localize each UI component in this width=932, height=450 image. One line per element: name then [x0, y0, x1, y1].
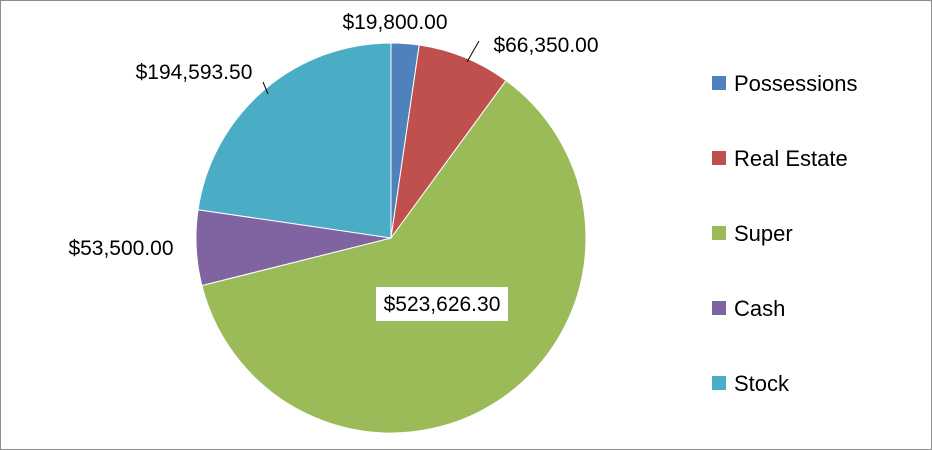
legend-label-cash: Cash — [734, 296, 785, 321]
leader-line-real-estate — [466, 40, 480, 63]
legend-label-real-estate: Real Estate — [734, 146, 848, 171]
legend-swatch-cash — [712, 301, 726, 315]
legend-label-possessions: Possessions — [734, 71, 858, 96]
legend-label-stock: Stock — [734, 371, 790, 396]
legend-swatch-stock — [712, 376, 726, 390]
legend-label-super: Super — [734, 221, 793, 246]
legend-swatch-super — [712, 226, 726, 240]
pie-slice-super — [201, 79, 587, 434]
data-label-box-super — [376, 287, 508, 321]
legend-swatch-possessions — [712, 76, 726, 90]
leader-line-stock — [262, 81, 269, 95]
pie-slice-real-estate — [390, 44, 507, 239]
data-label-real-estate: $66,350.00 — [493, 34, 598, 57]
data-label-stock: $194,593.50 — [136, 61, 253, 84]
legend-swatch-real-estate — [712, 151, 726, 165]
pie-slice-stock — [197, 42, 392, 239]
data-label-possessions: $19,800.00 — [342, 11, 447, 34]
data-label-super: $523,626.30 — [384, 293, 501, 316]
data-label-cash: $53,500.00 — [68, 237, 173, 260]
